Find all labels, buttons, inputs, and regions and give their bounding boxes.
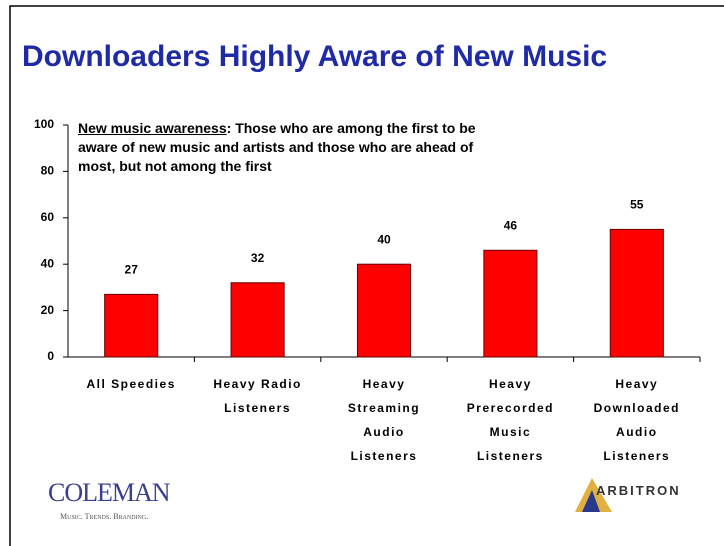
y-tick-label: 100 (34, 117, 54, 131)
arbitron-logo: ARBITRON (596, 483, 681, 498)
annotation-text: : Those who are among the first to be aw… (78, 120, 476, 174)
x-tick-label: Heavy Streaming Audio Listeners (347, 377, 421, 463)
arbitron-icon-inner (582, 490, 600, 512)
slide-frame (9, 5, 724, 546)
annotation: New music awareness: Those who are among… (78, 119, 498, 176)
bar (609, 228, 664, 358)
value-label: 32 (251, 251, 265, 265)
coleman-logo: COLEMAN (48, 478, 171, 507)
value-label: 27 (125, 263, 139, 277)
x-tick-label: All Speedies (86, 377, 176, 391)
annotation-emphasis: New music awareness (78, 120, 227, 136)
bar (356, 263, 412, 358)
x-tick-label: Heavy Downloaded Audio Listeners (593, 377, 680, 463)
value-label: 46 (504, 218, 518, 232)
value-label: 40 (377, 232, 391, 246)
y-tick-label: 20 (41, 303, 55, 317)
y-tick-label: 60 (41, 210, 55, 224)
x-tick-label: Heavy Prerecorded Music Listeners (466, 377, 554, 463)
y-tick-label: 40 (41, 256, 55, 270)
x-tick-label: Heavy Radio Listeners (213, 377, 302, 415)
bar (483, 249, 538, 358)
coleman-tagline: Music. Trends. Branding. (60, 512, 149, 521)
y-tick-label: 80 (41, 164, 55, 178)
bar (104, 293, 159, 358)
bar (230, 282, 285, 358)
chart-title: Downloaders Highly Aware of New Music (22, 40, 608, 73)
value-label: 55 (630, 198, 644, 212)
y-tick-label: 0 (47, 349, 54, 363)
